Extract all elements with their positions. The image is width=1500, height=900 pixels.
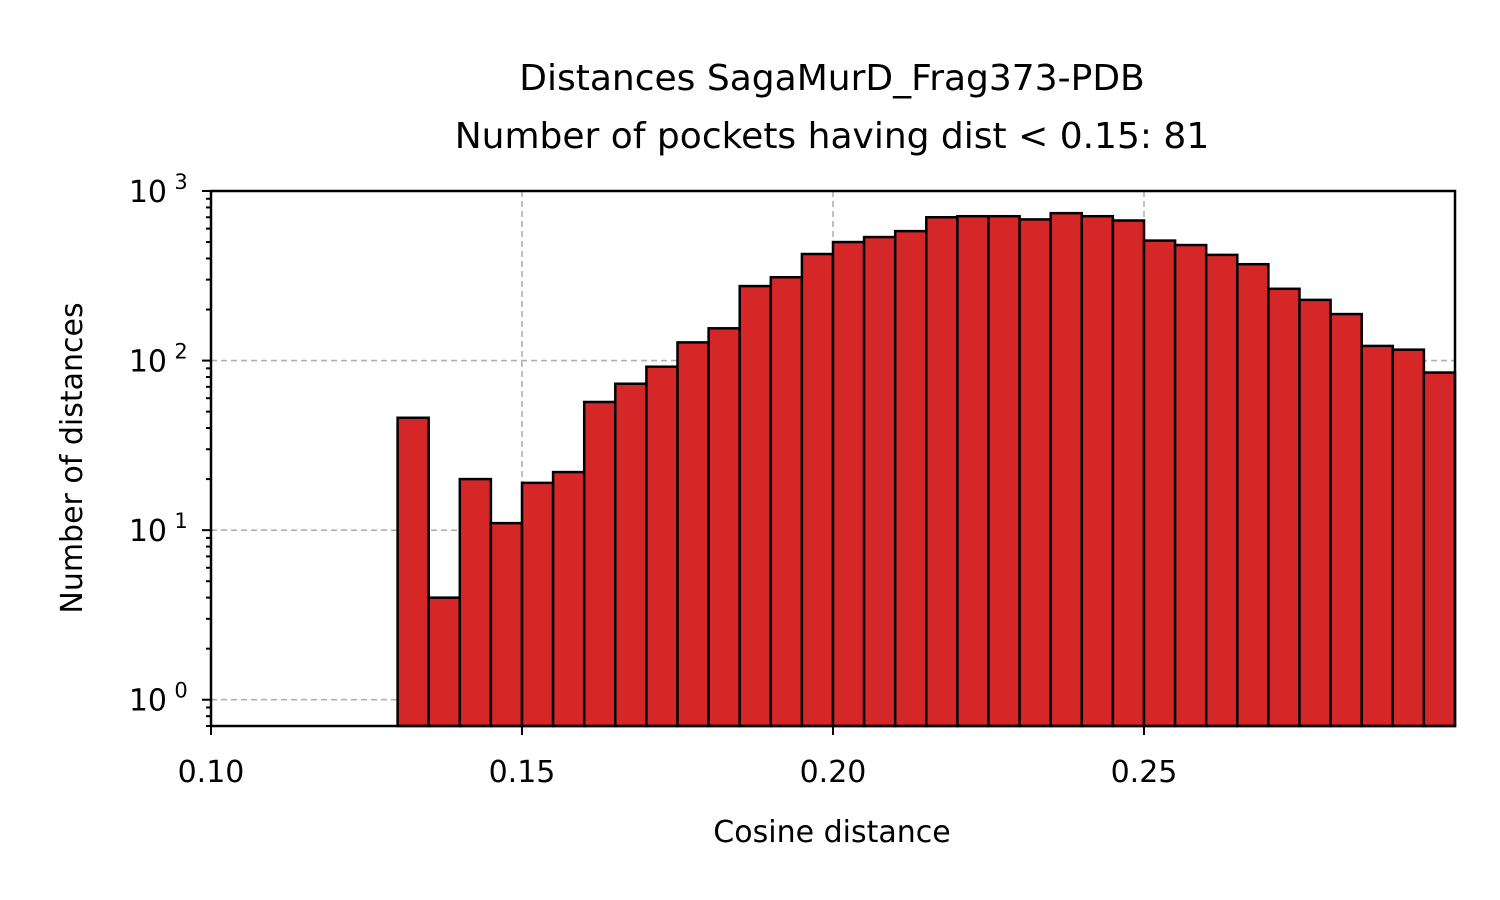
histogram-bar bbox=[1267, 287, 1301, 728]
histogram-bar bbox=[1204, 253, 1239, 728]
histogram-bars bbox=[396, 211, 1457, 728]
histogram-bar bbox=[427, 596, 462, 728]
x-axis-label: Cosine distance bbox=[713, 815, 950, 850]
histogram-bar bbox=[831, 240, 866, 728]
histogram-bar bbox=[645, 365, 679, 728]
histogram-bar bbox=[1391, 348, 1426, 728]
histogram-bar bbox=[800, 252, 835, 728]
histogram-bar bbox=[1080, 214, 1115, 728]
y-tick-exponent: 0 bbox=[174, 679, 187, 703]
y-tick-label: 10 bbox=[129, 175, 167, 210]
chart-title-line-1: Distances SagaMurD_Frag373-PDB bbox=[519, 58, 1144, 99]
y-axis-label: Number of distances bbox=[55, 302, 90, 613]
histogram-bar bbox=[1236, 262, 1270, 728]
histogram-bar bbox=[582, 400, 617, 728]
histogram-bar bbox=[551, 470, 586, 728]
histogram-bar bbox=[396, 416, 430, 728]
axis-ticks: 0.10 0.15 0.20 0.25 10 0 10 1 10 2 10 3 bbox=[129, 170, 1178, 790]
histogram-bar bbox=[769, 276, 804, 728]
histogram-bar bbox=[1049, 211, 1084, 728]
histogram-bar bbox=[1329, 312, 1363, 728]
histogram-bar bbox=[862, 235, 897, 728]
y-tick-label: 10 bbox=[129, 345, 167, 380]
chart-title-line-2: Number of pockets having dist < 0.15: 81 bbox=[455, 116, 1210, 157]
histogram-bar bbox=[1360, 344, 1395, 728]
histogram-bar bbox=[458, 477, 493, 728]
y-tick-exponent: 2 bbox=[174, 340, 187, 364]
y-tick-label: 10 bbox=[129, 684, 167, 719]
histogram-bar bbox=[1018, 218, 1052, 728]
y-tick-exponent: 3 bbox=[174, 170, 187, 194]
histogram-bar bbox=[1173, 243, 1208, 728]
y-tick-exponent: 1 bbox=[174, 509, 187, 533]
plot-frame bbox=[209, 189, 1457, 728]
histogram-bar bbox=[1298, 298, 1332, 728]
histogram-bar bbox=[925, 216, 959, 728]
x-tick-label: 0.15 bbox=[489, 755, 556, 790]
histogram-bar bbox=[614, 382, 648, 728]
histogram-bar bbox=[956, 214, 990, 728]
histogram-bar bbox=[676, 341, 710, 728]
x-tick-label: 0.25 bbox=[1111, 755, 1178, 790]
histogram-bar bbox=[1422, 371, 1457, 728]
x-tick-label: 0.20 bbox=[800, 755, 867, 790]
histogram-bar bbox=[520, 481, 555, 728]
histogram-bar bbox=[738, 284, 773, 728]
histogram-bar bbox=[893, 229, 928, 728]
histogram-bar bbox=[707, 327, 741, 728]
y-tick-label: 10 bbox=[129, 514, 167, 549]
x-tick-label: 0.10 bbox=[178, 755, 245, 790]
histogram-bar bbox=[489, 521, 524, 728]
histogram-bar bbox=[987, 214, 1021, 728]
histogram-bar bbox=[1111, 219, 1146, 728]
histogram-bar bbox=[1142, 239, 1177, 728]
